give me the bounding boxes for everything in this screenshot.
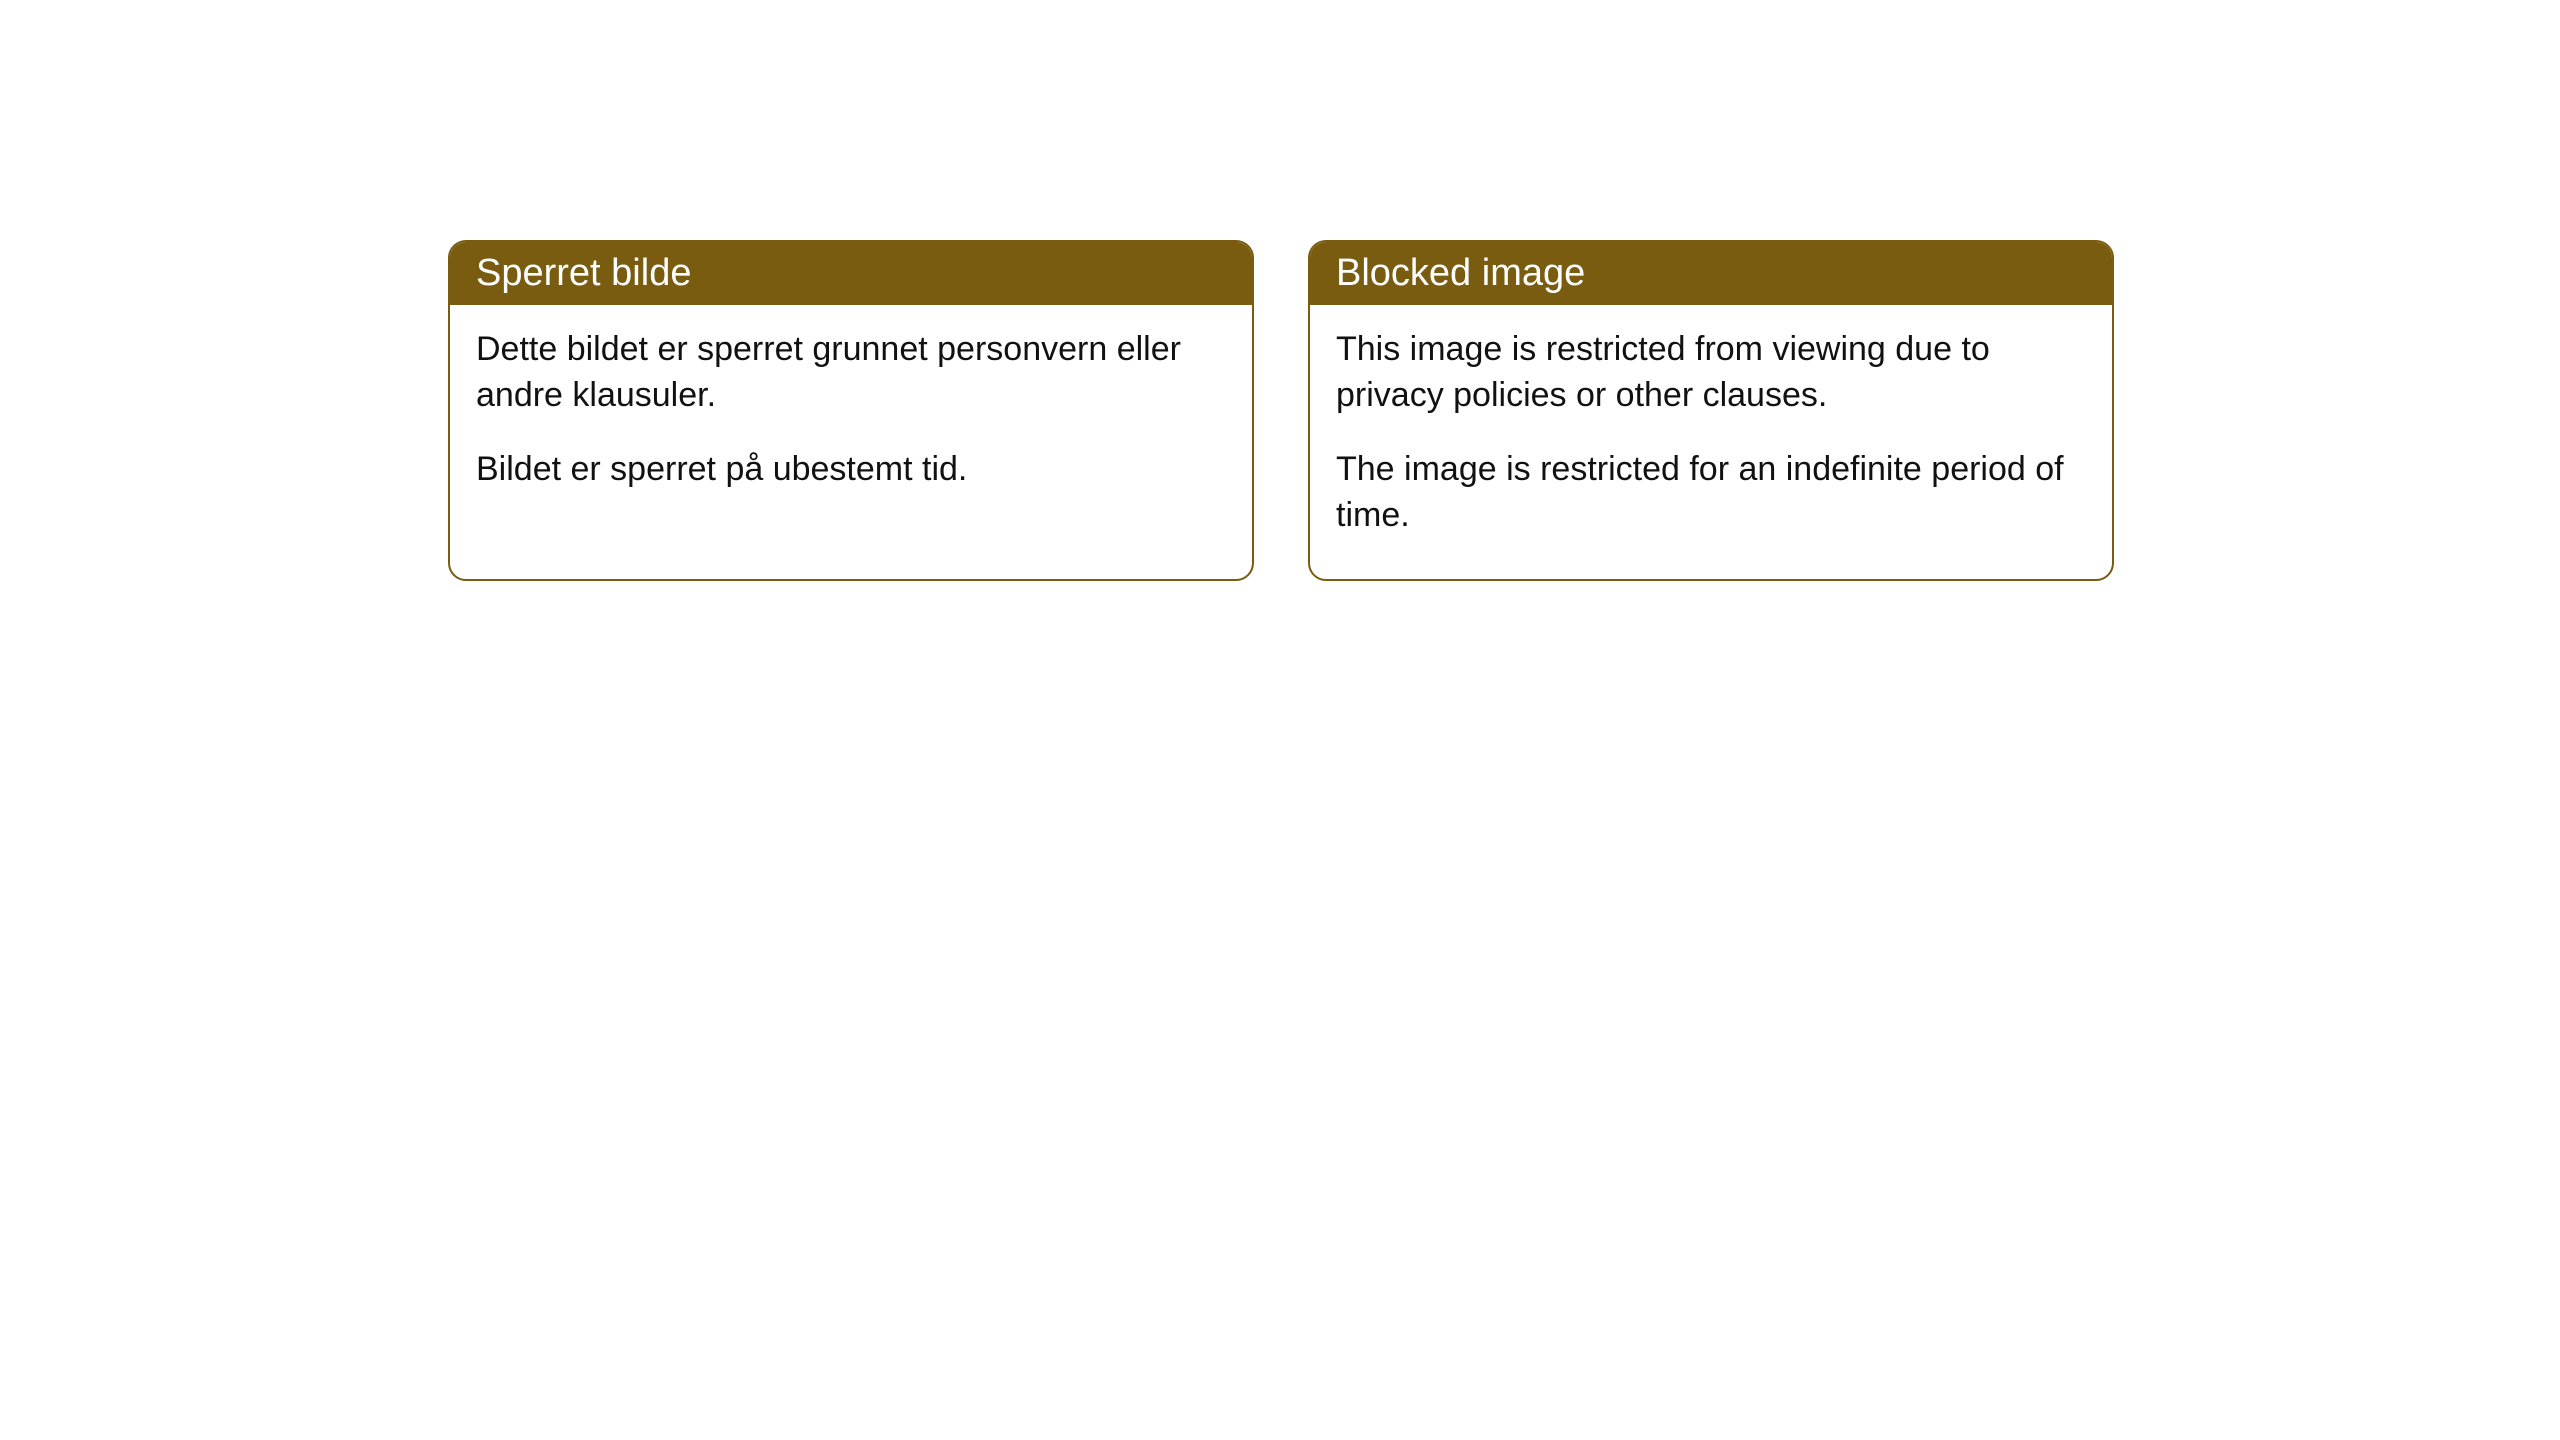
card-title: Blocked image [1336,252,1585,294]
card-body: Dette bildet er sperret grunnet personve… [450,305,1252,533]
notice-cards-container: Sperret bilde Dette bildet er sperret gr… [448,240,2114,581]
card-paragraph-2: Bildet er sperret på ubestemt tid. [476,447,1226,493]
card-title: Sperret bilde [476,252,691,294]
card-paragraph-1: Dette bildet er sperret grunnet personve… [476,327,1226,419]
card-header: Sperret bilde [450,242,1252,305]
card-body: This image is restricted from viewing du… [1310,305,2112,579]
card-paragraph-2: The image is restricted for an indefinit… [1336,447,2086,539]
notice-card-norwegian: Sperret bilde Dette bildet er sperret gr… [448,240,1254,581]
card-paragraph-1: This image is restricted from viewing du… [1336,327,2086,419]
notice-card-english: Blocked image This image is restricted f… [1308,240,2114,581]
card-header: Blocked image [1310,242,2112,305]
